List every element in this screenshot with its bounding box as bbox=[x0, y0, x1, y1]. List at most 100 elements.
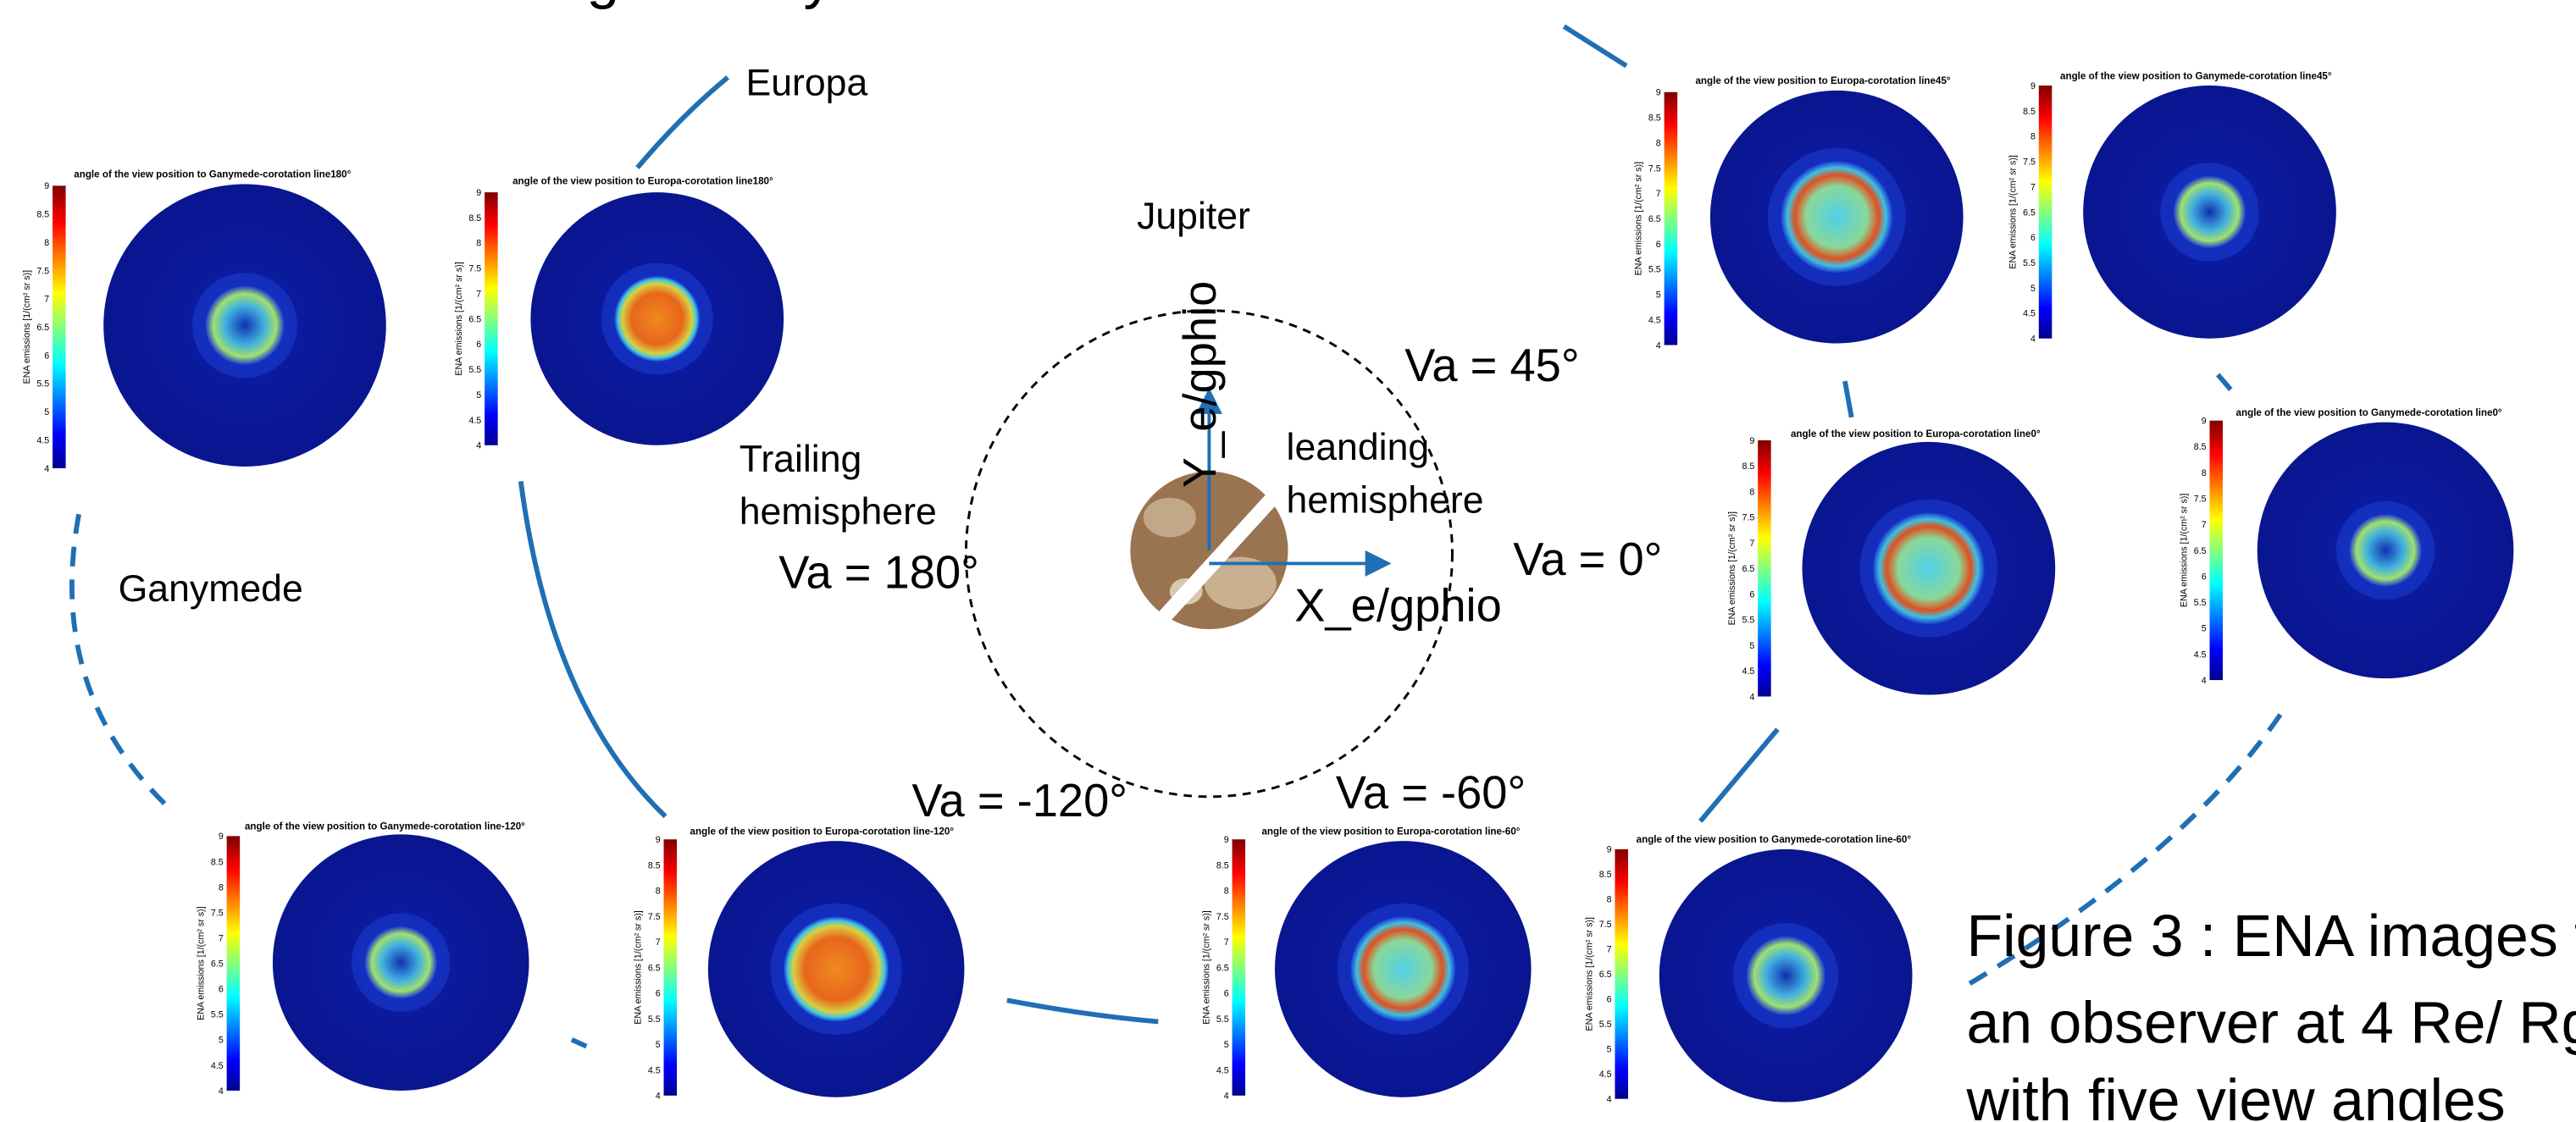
colorbar-tick: 7.5 bbox=[1216, 912, 1229, 922]
label: Trailing bbox=[740, 439, 862, 480]
panel-title: angle of the view position to Europa-cor… bbox=[1695, 75, 1950, 86]
colorbar-tick: 7 bbox=[1607, 945, 1612, 955]
colorbar-tick: 8.5 bbox=[648, 860, 661, 871]
colorbar-tick: 4 bbox=[2030, 334, 2036, 345]
moon-emission bbox=[1747, 937, 1825, 1015]
colorbar-tick: 8 bbox=[44, 238, 49, 248]
panel-title: angle of the view position to Europa-cor… bbox=[690, 826, 955, 837]
colorbar bbox=[2210, 421, 2224, 680]
connector bbox=[572, 1040, 586, 1047]
colorbar bbox=[1758, 440, 1771, 697]
moon-emission bbox=[784, 916, 889, 1021]
colorbar-tick: 7 bbox=[656, 937, 661, 948]
colorbar-tick: 6.5 bbox=[211, 959, 224, 970]
colorbar-tick: 4.5 bbox=[36, 435, 49, 445]
colorbar-tick: 4 bbox=[2202, 676, 2207, 686]
colorbar-tick: 9 bbox=[2030, 81, 2036, 91]
colorbar-tick: 8 bbox=[1656, 138, 1661, 148]
colorbar bbox=[227, 836, 241, 1091]
moon-emission bbox=[1781, 161, 1892, 273]
colorbar-tick: 9 bbox=[44, 181, 49, 191]
colorbar-tick: 4 bbox=[656, 1092, 661, 1102]
colorbar-tick: 5.5 bbox=[468, 365, 481, 375]
colorbar-tick: 4.5 bbox=[2194, 649, 2207, 660]
colorbar-tick: 4 bbox=[219, 1086, 224, 1097]
colorbar-tick: 9 bbox=[476, 188, 481, 198]
connector bbox=[2218, 374, 2237, 397]
colorbar-tick: 8 bbox=[1749, 487, 1754, 497]
panel-title: angle of the view position to Ganymede-c… bbox=[1637, 834, 1912, 845]
colorbar-tick: 5.5 bbox=[36, 379, 49, 390]
label: Va = 45° bbox=[1404, 340, 1579, 391]
colorbar-tick: 6 bbox=[1224, 989, 1229, 999]
connector bbox=[1564, 26, 1626, 66]
colorbar-tick: 5.5 bbox=[2194, 598, 2207, 608]
moon-emission bbox=[2174, 176, 2246, 248]
colorbar-label: ENA emissions [1/(cm² sr s)] bbox=[1201, 910, 1211, 1024]
panel-title: angle of the view position to Ganymede-c… bbox=[2060, 70, 2332, 81]
colorbar-tick: 6 bbox=[2030, 233, 2036, 243]
colorbar-tick: 5.5 bbox=[648, 1014, 661, 1025]
colorbar-tick: 8 bbox=[2030, 132, 2036, 142]
connector bbox=[72, 514, 169, 808]
colorbar-tick: 4.5 bbox=[2023, 309, 2036, 319]
moon-emission bbox=[1350, 916, 1455, 1021]
moon-emission bbox=[365, 926, 437, 998]
colorbar-tick: 9 bbox=[656, 835, 661, 845]
connector bbox=[1700, 729, 1777, 821]
label: leanding bbox=[1287, 427, 1430, 468]
colorbar-tick: 7.5 bbox=[468, 264, 481, 274]
colorbar-tick: 8.5 bbox=[468, 213, 481, 224]
moon-emission bbox=[2349, 514, 2421, 586]
caption-line: an observer at 4 Re/ Rg bbox=[1966, 990, 2576, 1056]
colorbar-tick: 6 bbox=[1749, 589, 1754, 600]
ena-panel: angle of the view position to Europa-cor… bbox=[1633, 75, 1963, 351]
colorbar-tick: 5 bbox=[476, 390, 481, 401]
colorbar-label: ENA emissions [1/(cm² sr s)] bbox=[2179, 494, 2189, 607]
colorbar-tick: 6 bbox=[219, 985, 224, 995]
colorbar-tick: 5.5 bbox=[1648, 265, 1661, 275]
label: Jupiter bbox=[1137, 196, 1250, 237]
panel-title: angle of the view position to Europa-cor… bbox=[512, 175, 773, 186]
label: Va = -120° bbox=[911, 775, 1127, 826]
colorbar-tick: 4 bbox=[44, 464, 49, 474]
colorbar-label: ENA emissions [1/(cm² sr s)] bbox=[1727, 511, 1737, 625]
colorbar-tick: 4.5 bbox=[1599, 1069, 1612, 1080]
colorbar bbox=[2039, 86, 2052, 339]
colorbar-tick: 8.5 bbox=[1648, 113, 1661, 124]
colorbar-tick: 7 bbox=[1749, 539, 1754, 549]
label: Va = 180° bbox=[778, 547, 979, 599]
colorbar-tick: 4 bbox=[1656, 340, 1661, 351]
colorbar bbox=[1233, 839, 1246, 1096]
colorbar-tick: 8 bbox=[1607, 895, 1612, 905]
colorbar-tick: 5.5 bbox=[1599, 1020, 1612, 1030]
colorbar bbox=[53, 185, 66, 468]
colorbar-tick: 6 bbox=[44, 351, 49, 361]
colorbar-tick: 6 bbox=[1656, 240, 1661, 250]
colorbar-tick: 4.5 bbox=[1742, 666, 1754, 677]
caption-line: with five view angles bbox=[1965, 1067, 2505, 1122]
ena-panel: angle of the view position to Ganymede-c… bbox=[22, 169, 386, 474]
colorbar-tick: 7 bbox=[219, 933, 224, 943]
colorbar-tick: 6.5 bbox=[2194, 546, 2207, 556]
colorbar-label: ENA emissions [1/(cm² sr s)] bbox=[454, 262, 464, 375]
colorbar-tick: 5 bbox=[44, 407, 49, 417]
label: X_e/gphio bbox=[1294, 579, 1502, 631]
ena-panel: angle of the view position to Ganymede-c… bbox=[196, 821, 529, 1097]
colorbar-tick: 7 bbox=[476, 289, 481, 299]
colorbar-tick: 7.5 bbox=[2194, 494, 2207, 504]
colorbar-tick: 6.5 bbox=[1216, 963, 1229, 973]
colorbar-tick: 4.5 bbox=[1648, 315, 1661, 325]
colorbar-tick: 5.5 bbox=[1742, 616, 1754, 626]
colorbar-tick: 4 bbox=[1224, 1092, 1229, 1102]
colorbar-tick: 9 bbox=[1224, 835, 1229, 845]
colorbar-tick: 8.5 bbox=[2023, 107, 2036, 117]
colorbar-tick: 8 bbox=[219, 882, 224, 893]
label: Ganymede bbox=[119, 568, 303, 610]
colorbar-tick: 6.5 bbox=[648, 963, 661, 973]
connector bbox=[1007, 1000, 1158, 1021]
colorbar-tick: 7.5 bbox=[648, 912, 661, 922]
colorbar-tick: 7 bbox=[2030, 182, 2036, 192]
colorbar-tick: 5.5 bbox=[211, 1010, 224, 1020]
page: {"header": {"title": "and the view geome… bbox=[0, 0, 2576, 1122]
